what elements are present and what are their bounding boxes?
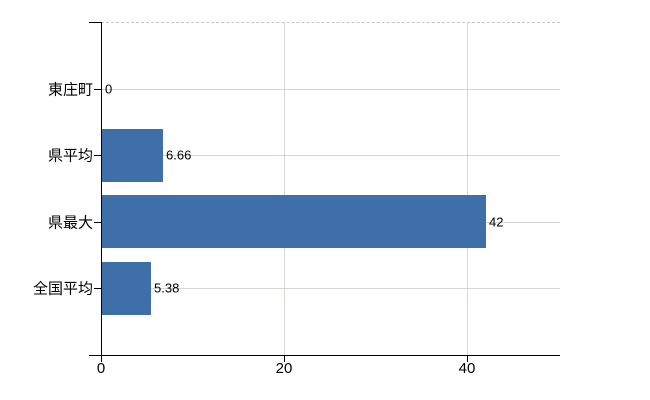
category-tick <box>94 89 101 90</box>
category-tick <box>94 155 101 156</box>
category-label: 東庄町 <box>47 81 93 99</box>
plot-border-top <box>101 22 560 23</box>
category-label: 県最大 <box>47 214 93 232</box>
x-axis-line <box>89 355 560 356</box>
value-label: 42 <box>489 214 504 230</box>
x-tick-label: 20 <box>275 360 293 377</box>
x-tick-label: 40 <box>458 360 476 377</box>
x-tick-label: 0 <box>96 360 106 377</box>
gridline-vertical <box>467 22 468 355</box>
bar <box>102 262 151 315</box>
gridline-horizontal <box>101 89 560 90</box>
category-tick <box>94 222 101 223</box>
bar <box>102 195 486 248</box>
category-tick <box>94 288 101 289</box>
x-axis-tick <box>467 356 468 362</box>
x-axis-tick <box>101 356 102 362</box>
category-label: 県平均 <box>47 147 93 165</box>
gridline-horizontal <box>101 288 560 289</box>
bar <box>102 129 163 182</box>
value-label: 0 <box>105 81 113 97</box>
value-label: 6.66 <box>166 147 192 163</box>
y-axis-top-cap-tick <box>89 22 101 23</box>
value-label: 5.38 <box>154 280 180 296</box>
category-label: 全国平均 <box>32 280 93 298</box>
x-axis-tick <box>284 356 285 362</box>
y-axis-line <box>101 22 102 356</box>
gridline-horizontal <box>101 155 560 156</box>
gridline-vertical <box>284 22 285 355</box>
